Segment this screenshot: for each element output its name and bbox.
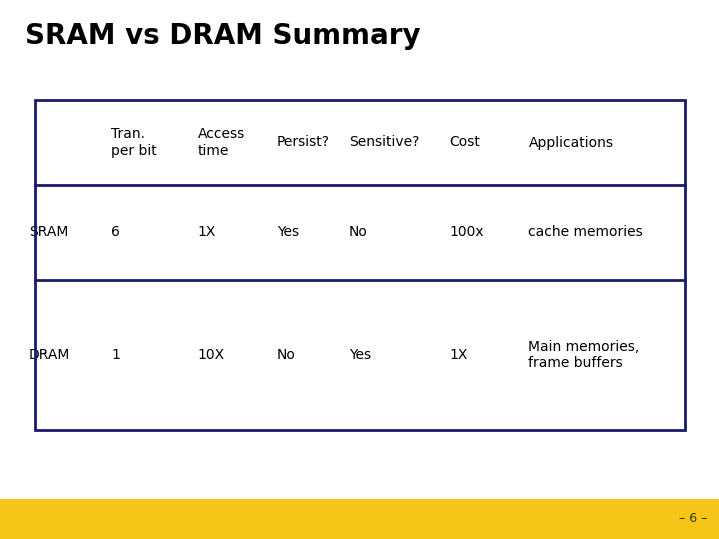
Text: SRAM vs DRAM Summary: SRAM vs DRAM Summary xyxy=(25,22,421,50)
Text: No: No xyxy=(277,348,296,362)
Text: Yes: Yes xyxy=(277,225,299,239)
Text: 10X: 10X xyxy=(198,348,225,362)
Text: Main memories,
frame buffers: Main memories, frame buffers xyxy=(528,340,640,370)
Text: Tran.
per bit: Tran. per bit xyxy=(111,127,157,157)
Text: 1X: 1X xyxy=(198,225,216,239)
Text: Sensitive?: Sensitive? xyxy=(349,135,419,149)
Bar xyxy=(35,100,685,430)
Text: Cost: Cost xyxy=(449,135,480,149)
Text: Yes: Yes xyxy=(349,348,371,362)
Text: – 6 –: – 6 – xyxy=(679,512,707,526)
Text: 1X: 1X xyxy=(449,348,468,362)
Bar xyxy=(0,499,719,539)
Text: DRAM: DRAM xyxy=(29,348,70,362)
Text: Access
time: Access time xyxy=(198,127,245,157)
Text: Persist?: Persist? xyxy=(277,135,330,149)
Text: SRAM: SRAM xyxy=(29,225,68,239)
Text: Applications: Applications xyxy=(528,135,613,149)
Text: No: No xyxy=(349,225,367,239)
Text: cache memories: cache memories xyxy=(528,225,644,239)
Text: 1: 1 xyxy=(111,348,120,362)
Text: 100x: 100x xyxy=(449,225,484,239)
Text: 6: 6 xyxy=(111,225,120,239)
